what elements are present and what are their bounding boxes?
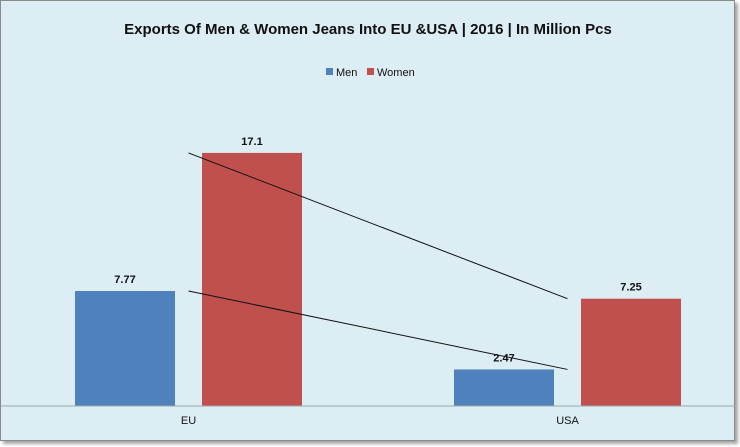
bar-chart: Exports Of Men & Women Jeans Into EU &US… bbox=[1, 21, 736, 427]
bar-men-usa bbox=[454, 369, 554, 406]
legend-swatch-women bbox=[367, 68, 374, 75]
x-tick-label-eu: EU bbox=[181, 415, 196, 427]
bar-women-usa bbox=[581, 298, 681, 406]
bars bbox=[75, 152, 681, 406]
x-axis-tick-labels: EU USA bbox=[181, 415, 580, 427]
legend-swatch-men bbox=[326, 68, 333, 75]
chart-title: Exports Of Men & Women Jeans Into EU &US… bbox=[124, 21, 612, 38]
data-label-women-usa: 7.25 bbox=[620, 282, 641, 294]
legend-label-women: Women bbox=[377, 67, 415, 79]
legend: Men Women bbox=[326, 67, 415, 79]
data-label-men-usa: 2.47 bbox=[493, 352, 514, 364]
trend-lines bbox=[188, 152, 568, 370]
trend-line-women bbox=[188, 152, 568, 300]
bar-women-eu bbox=[202, 152, 302, 406]
legend-label-men: Men bbox=[336, 67, 357, 79]
data-label-women-eu: 17.1 bbox=[241, 136, 262, 148]
data-labels: 7.77 2.47 17.1 7.25 bbox=[114, 136, 641, 365]
data-label-men-eu: 7.77 bbox=[114, 274, 135, 286]
trend-line-men bbox=[188, 290, 568, 370]
x-tick-label-usa: USA bbox=[556, 415, 579, 427]
bar-men-eu bbox=[75, 291, 175, 406]
